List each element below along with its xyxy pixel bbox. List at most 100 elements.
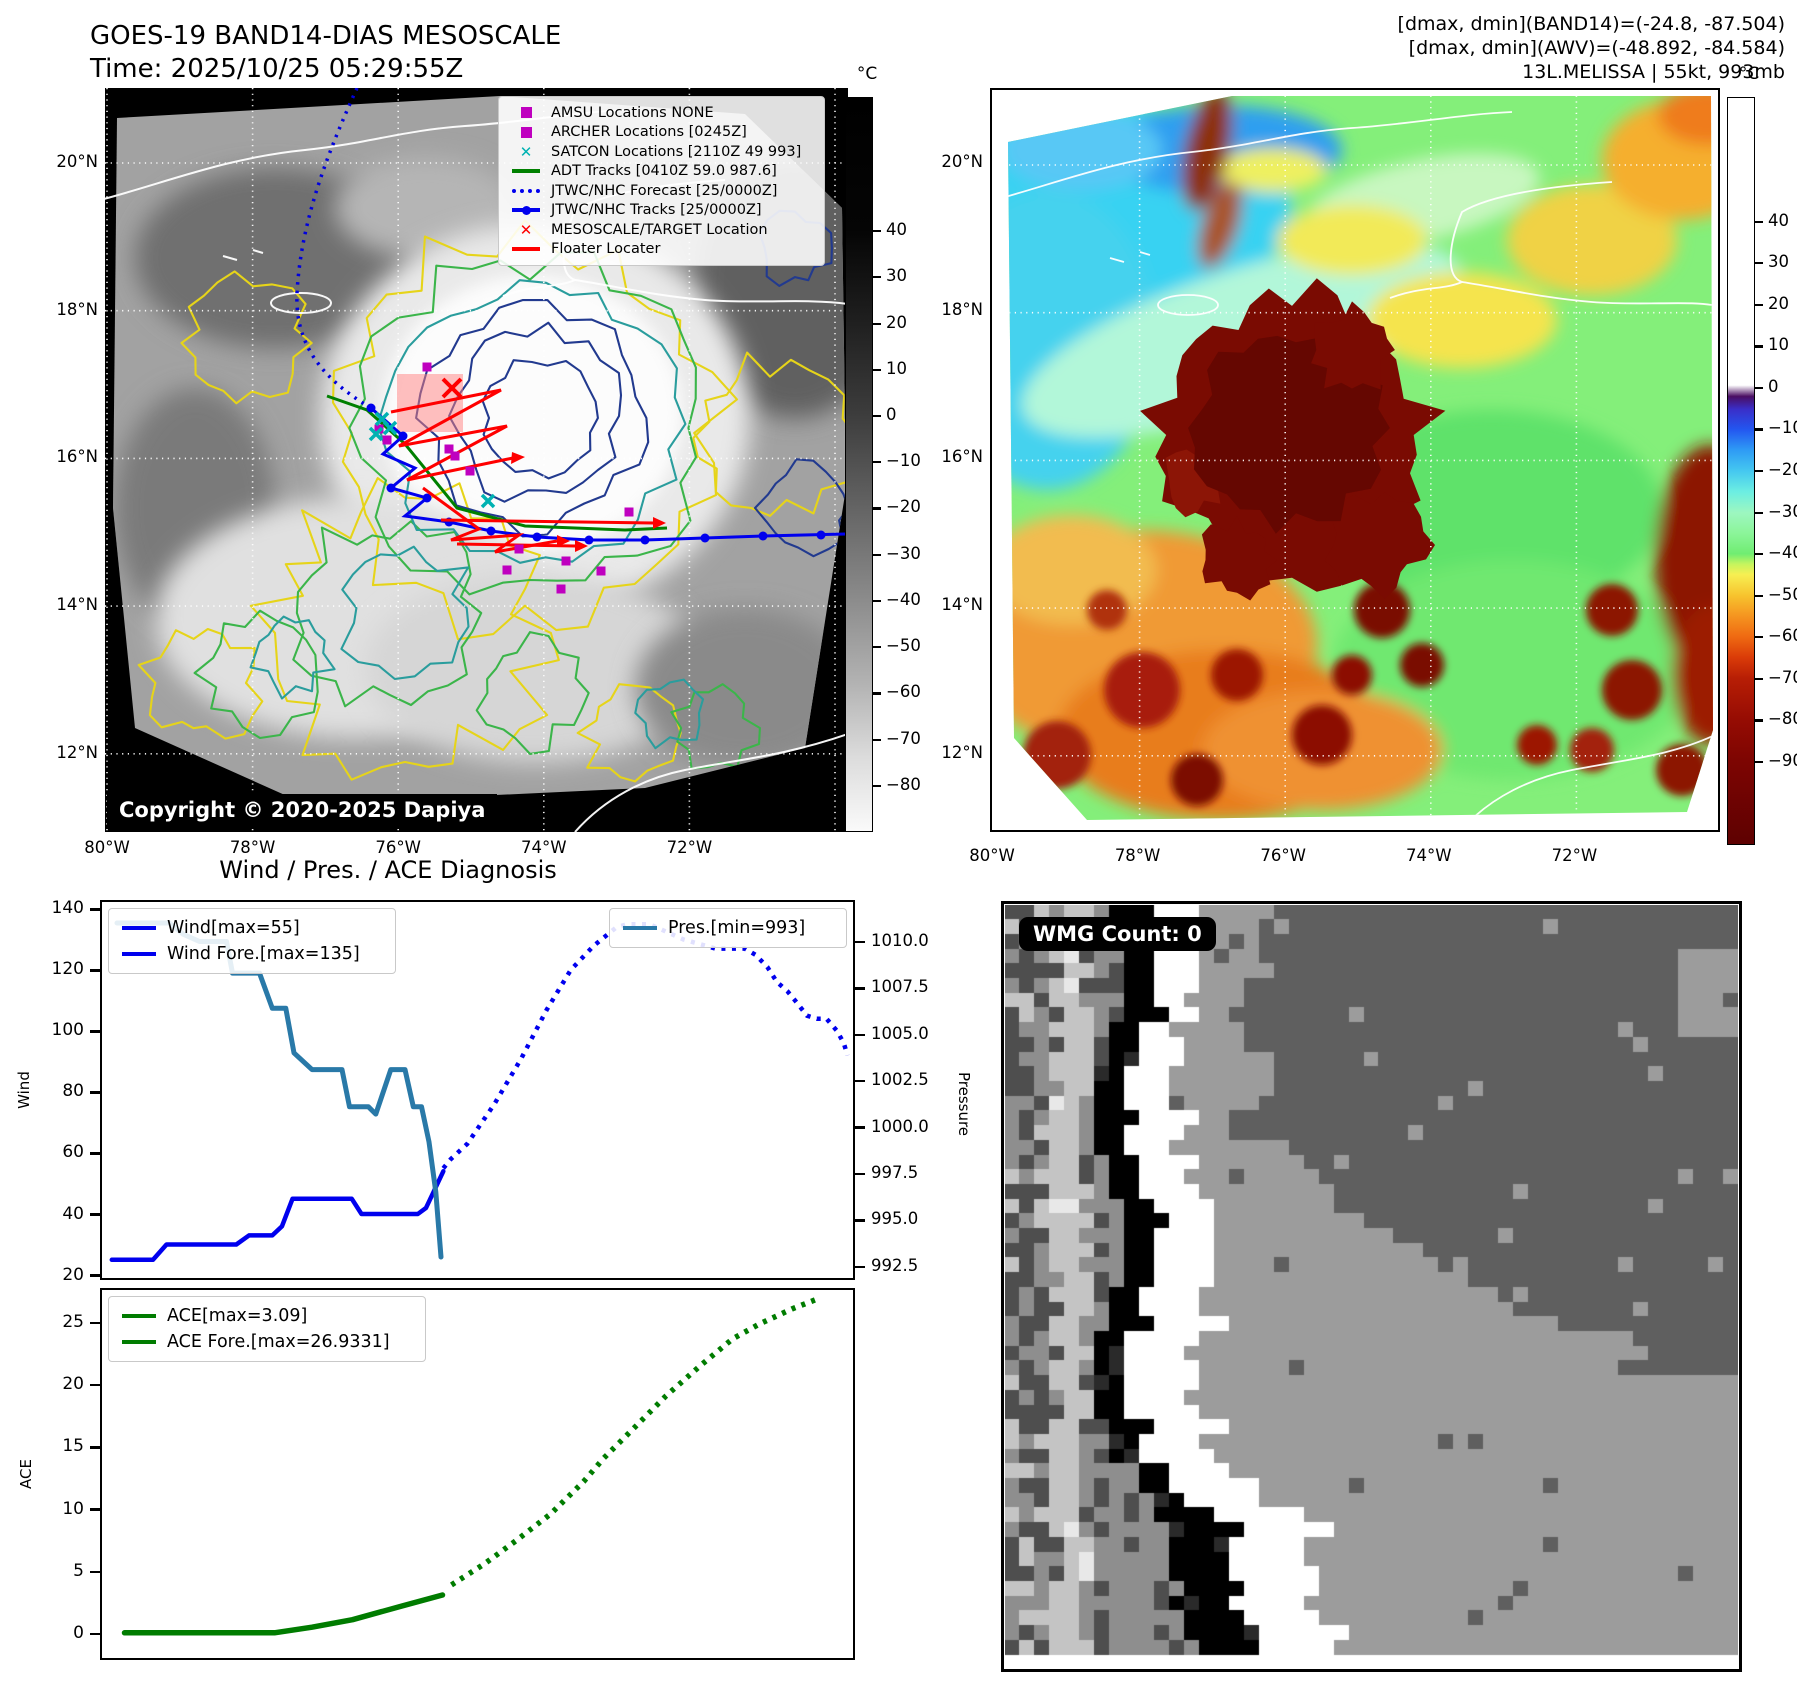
tl-colorbar-unit: °C xyxy=(856,64,878,84)
axis-tick: 120 xyxy=(51,959,84,980)
colorbar-tick: −30 xyxy=(1768,501,1797,521)
tick-mark xyxy=(1755,345,1763,348)
tick-mark xyxy=(1755,470,1763,473)
axis-tick: 40 xyxy=(62,1203,84,1224)
goes-title-line2: Time: 2025/10/25 05:29:55Z xyxy=(90,54,464,84)
tick-mark xyxy=(855,1265,865,1268)
map-legend: AMSU Locations NONE ARCHER Locations [024… xyxy=(498,96,825,266)
colorbar-tick: −60 xyxy=(1768,626,1797,646)
x-marker-icon: ✕ xyxy=(519,220,533,239)
colorbar-tick: −70 xyxy=(886,728,921,748)
colorbar-tick: 20 xyxy=(1768,293,1789,313)
tick-mark xyxy=(1755,677,1763,680)
axis-tick: 10 xyxy=(62,1498,84,1519)
axis-tick: 100 xyxy=(51,1020,84,1041)
legend-item: JTWC/NHC Forecast [25/0000Z] xyxy=(509,181,814,201)
band14-satellite-map: AMSU Locations NONE ARCHER Locations [024… xyxy=(105,88,848,832)
legend-item-label: ARCHER Locations [0245Z] xyxy=(551,124,747,141)
tick-mark xyxy=(873,646,881,649)
legend-item-label: ACE Fore.[max=26.9331] xyxy=(167,1332,390,1352)
tl-lon-tick: 72°W xyxy=(666,838,713,857)
tick-mark xyxy=(855,1079,865,1083)
colorbar-tick: −30 xyxy=(886,543,921,563)
tick-mark xyxy=(873,276,881,279)
ace-plot-area xyxy=(121,1296,820,1636)
axis-tick: 1005.0 xyxy=(871,1023,929,1043)
legend-item-label: JTWC/NHC Forecast [25/0000Z] xyxy=(551,182,778,199)
goes-panel-title: GOES-19 BAND14-DIAS MESOSCALE Time: 2025… xyxy=(90,20,561,86)
tl-lat-tick: 18°N xyxy=(56,299,98,319)
tr-lat-tick: 16°N xyxy=(941,447,983,467)
legend-item-label: SATCON Locations [2110Z 49 993] xyxy=(551,143,802,160)
tick-mark xyxy=(90,1384,100,1387)
wmg-panel xyxy=(1001,901,1742,1672)
legend-item-label: ADT Tracks [0410Z 59.0 987.6] xyxy=(551,163,777,180)
tr-colorbar-unit: °C xyxy=(1738,64,1760,84)
storm-tracks xyxy=(295,88,846,594)
colorbar-tick: −90 xyxy=(1768,750,1797,770)
colorbar-tick: 0 xyxy=(886,404,897,424)
colorbar-tick: 0 xyxy=(1768,376,1779,396)
tl-lat-tick: 12°N xyxy=(56,742,98,762)
ace-axis-label: ACE xyxy=(17,1459,35,1489)
axis-tick: 140 xyxy=(51,898,84,919)
colorbar-tick: −10 xyxy=(1768,418,1797,438)
tick-mark xyxy=(1755,594,1763,597)
dmax-dmin-band14: [dmax, dmin](BAND14)=(-24.8, -87.504) xyxy=(1397,13,1785,35)
tr-lat-tick: 12°N xyxy=(941,742,983,762)
tick-mark xyxy=(90,1274,100,1277)
colorbar-tick: −20 xyxy=(1768,460,1797,479)
storm-cold-cloud-blob xyxy=(1140,278,1446,601)
tick-mark xyxy=(90,1152,100,1155)
legend-item: ✕ SATCON Locations [2110Z 49 993] xyxy=(509,142,814,162)
axis-tick: 992.5 xyxy=(871,1255,919,1275)
wind-pressure-chart: Wind[max=55] Wind Fore.[max=135] Pres.[mi… xyxy=(100,900,855,1280)
wind-series-line xyxy=(109,1169,446,1263)
axis-tick: 80 xyxy=(62,1081,84,1102)
tick-mark xyxy=(873,507,881,510)
wind-fore--series-line xyxy=(441,921,850,1170)
axis-tick: 60 xyxy=(62,1142,84,1163)
axis-tick: 25 xyxy=(62,1312,84,1333)
axis-tick: 20 xyxy=(62,1374,84,1395)
coastlines xyxy=(1008,111,1713,820)
jtwc-forecast-track xyxy=(295,88,372,410)
colorbar-tick: −80 xyxy=(886,774,921,794)
tick-mark xyxy=(90,1091,100,1094)
tick-mark xyxy=(873,692,881,695)
colorbar-tick: 10 xyxy=(1768,335,1789,355)
tl-lon-tick: 76°W xyxy=(375,838,421,857)
undefined-marker-icon xyxy=(119,926,159,930)
tr-lat-tick: 14°N xyxy=(941,595,983,615)
tick-mark xyxy=(1755,636,1763,639)
axis-tick: 20 xyxy=(62,1264,84,1285)
legend-item: ACE Fore.[max=26.9331] xyxy=(119,1329,415,1355)
colorbar-tick: 30 xyxy=(886,266,907,286)
ace-legend: ACE[max=3.09] ACE Fore.[max=26.9331] xyxy=(108,1296,426,1362)
tick-mark xyxy=(855,940,865,944)
awv-color-field xyxy=(1008,96,1713,820)
colorbar-tick: −60 xyxy=(886,682,921,702)
tr-lon-tick: 74°W xyxy=(1406,846,1452,865)
goes-title-line1: GOES-19 BAND14-DIAS MESOSCALE xyxy=(90,21,562,51)
mesoscale-target-x-icon xyxy=(441,377,463,399)
tick-mark xyxy=(1755,262,1763,265)
legend-item: Pres.[min=993] xyxy=(620,915,836,941)
tick-mark xyxy=(1755,511,1763,514)
tr-lat-tick: 20°N xyxy=(941,152,983,171)
tl-lat-tick: 20°N xyxy=(56,152,98,171)
colorbar-tick: 30 xyxy=(1768,252,1789,272)
square-marker-icon xyxy=(509,126,543,138)
tick-mark xyxy=(90,1508,100,1511)
colorbar-tick: 40 xyxy=(1768,210,1789,230)
axis-tick: 0 xyxy=(73,1622,84,1643)
tick-mark xyxy=(873,461,881,464)
colorbar-tick: −80 xyxy=(1768,709,1797,729)
tl-lat-tick: 16°N xyxy=(56,447,98,467)
undefined-marker-icon xyxy=(119,1314,159,1318)
colorbar-tick: −50 xyxy=(886,636,921,656)
legend-item: ✕ MESOSCALE/TARGET Location xyxy=(509,220,814,240)
legend-item: AMSU Locations NONE xyxy=(509,103,814,123)
colorbar-tick: −40 xyxy=(1768,543,1797,563)
tick-mark xyxy=(855,987,865,990)
